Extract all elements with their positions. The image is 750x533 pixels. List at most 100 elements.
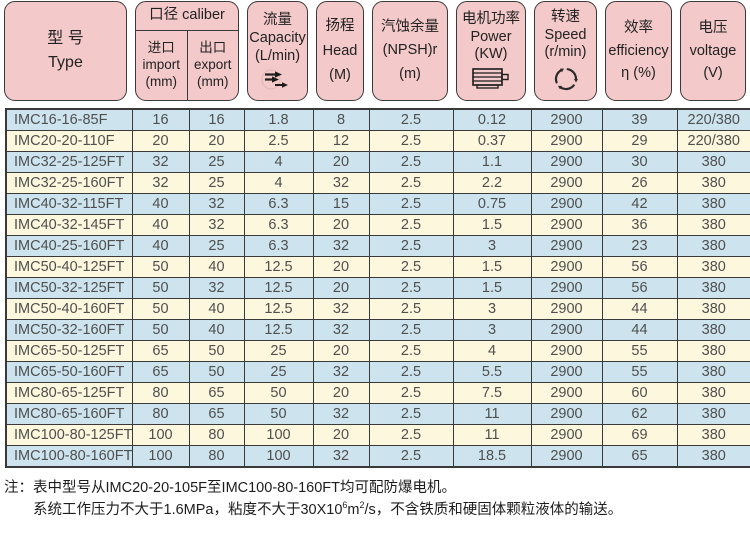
value-cell: 18.5	[452, 445, 532, 468]
value-cell: 2900	[530, 424, 603, 446]
header-caliber: 口径 caliber 进口 import (mm) 出口 export (mm)	[135, 1, 239, 101]
value-cell: 12.5	[243, 256, 314, 278]
header-speed-unit: (r/min)	[544, 44, 587, 61]
value-cell: 2.5	[368, 424, 454, 446]
value-cell: 1.5	[452, 214, 532, 236]
value-cell: 15	[312, 193, 370, 215]
value-cell: 2.5	[368, 108, 454, 131]
header-type-en: Type	[48, 54, 83, 71]
caliber-import-en: import	[142, 57, 180, 73]
type-cell: IMC65-50-125FT	[5, 340, 133, 362]
value-cell: 32	[312, 235, 370, 257]
value-cell: 2.5	[368, 340, 454, 362]
value-cell: 100	[243, 445, 314, 468]
header-voltage: 电压 voltage (V)	[680, 1, 746, 101]
value-cell: 25	[243, 340, 314, 362]
header-type-zh: 型 号	[47, 30, 84, 47]
spec-table: IMC16-16-85F 16 16 1.8 8 2.5 0.12 2900 39 220/380…	[5, 108, 750, 468]
header-caliber-export: 出口 export (mm)	[188, 31, 239, 100]
header-capacity-en: Capacity	[249, 30, 306, 47]
table-row: IMC50-32-125FT 50 32 12.5 20 2.5 1.5 2900 56 380	[5, 277, 750, 299]
value-cell: 100	[131, 424, 190, 446]
header-head-unit: (M)	[329, 67, 351, 84]
table-row: IMC65-50-125FT 65 50 25 20 2.5 4 2900 55 380	[5, 340, 750, 362]
value-cell: 20	[312, 340, 370, 362]
value-cell: 25	[188, 235, 245, 257]
header-efficiency-zh: 效率	[624, 20, 653, 37]
type-cell: IMC65-50-160FT	[5, 361, 133, 383]
header-speed-en: Speed	[544, 26, 587, 43]
value-cell: 65	[188, 382, 245, 404]
value-cell: 2.5	[368, 235, 454, 257]
value-cell: 50	[188, 361, 245, 383]
value-cell: 80	[131, 382, 190, 404]
type-cell: IMC100-80-125FT	[5, 424, 133, 446]
header-npsh-unit: (m)	[399, 65, 421, 82]
value-cell: 40	[131, 214, 190, 236]
value-cell: 12.5	[243, 277, 314, 299]
value-cell: 40	[188, 298, 245, 320]
type-cell: IMC16-16-85F	[5, 108, 133, 131]
value-cell: 380	[676, 445, 750, 468]
value-cell: 32	[188, 214, 245, 236]
value-cell: 380	[676, 319, 750, 341]
value-cell: 2.2	[452, 172, 532, 194]
value-cell: 2900	[530, 130, 603, 152]
value-cell: 25	[188, 151, 245, 173]
value-cell: 30	[601, 151, 678, 173]
value-cell: 8	[312, 108, 370, 131]
caliber-import-zh: 进口	[147, 40, 175, 56]
value-cell: 6.3	[243, 214, 314, 236]
header-caliber-import: 进口 import (mm)	[136, 31, 188, 100]
caliber-export-zh: 出口	[199, 40, 227, 56]
value-cell: 20	[131, 130, 190, 152]
type-cell: IMC32-25-125FT	[5, 151, 133, 173]
header-power-zh: 电机功率	[462, 10, 520, 27]
header-voltage-en: voltage	[689, 42, 737, 59]
footnote-text-1: 表中型号从IMC20-20-105F至IMC100-80-160FT均可配防爆电…	[33, 480, 457, 496]
value-cell: 2900	[530, 235, 603, 257]
value-cell: 0.12	[452, 108, 532, 131]
type-cell: IMC80-65-125FT	[5, 382, 133, 404]
value-cell: 11	[452, 403, 532, 425]
value-cell: 380	[676, 382, 750, 404]
header-efficiency-en: efficiency	[608, 42, 669, 59]
value-cell: 380	[676, 256, 750, 278]
header-power-en: Power	[470, 28, 512, 45]
value-cell: 32	[312, 403, 370, 425]
value-cell: 3	[452, 298, 532, 320]
header-head-en: Head	[322, 42, 358, 59]
header-npsh-zh: 汽蚀余量	[381, 19, 439, 36]
table-row: IMC50-40-125FT 50 40 12.5 20 2.5 1.5 2900 56 380	[5, 256, 750, 278]
value-cell: 3	[452, 235, 532, 257]
value-cell: 2900	[530, 151, 603, 173]
header-head-zh: 扬程	[325, 18, 355, 35]
value-cell: 20	[188, 130, 245, 152]
value-cell: 12.5	[243, 319, 314, 341]
value-cell: 16	[131, 108, 190, 131]
value-cell: 80	[188, 445, 245, 468]
value-cell: 2.5	[368, 382, 454, 404]
motor-icon	[472, 68, 509, 90]
value-cell: 1.5	[452, 277, 532, 299]
type-cell: IMC40-32-145FT	[5, 214, 133, 236]
footnote-text-2b: m	[347, 501, 360, 518]
value-cell: 2900	[530, 108, 603, 131]
value-cell: 380	[676, 193, 750, 215]
type-cell: IMC80-65-160FT	[5, 403, 133, 425]
value-cell: 55	[601, 340, 678, 362]
value-cell: 1.5	[452, 256, 532, 278]
spec-table-body: IMC16-16-85F 16 16 1.8 8 2.5 0.12 2900 39 220/380…	[5, 108, 750, 468]
value-cell: 380	[676, 403, 750, 425]
header-power-unit: (KW)	[474, 46, 508, 63]
header-type: 型 号 Type	[4, 1, 127, 101]
table-row: IMC40-32-145FT 40 32 6.3 20 2.5 1.5 2900 36 380	[5, 214, 750, 236]
type-cell: IMC50-32-160FT	[5, 319, 133, 341]
value-cell: 2.5	[368, 193, 454, 215]
header-capacity-unit: (L/min)	[254, 47, 301, 64]
rotation-icon	[554, 68, 578, 91]
value-cell: 50	[131, 277, 190, 299]
value-cell: 50	[131, 319, 190, 341]
type-cell: IMC50-40-160FT	[5, 298, 133, 320]
value-cell: 65	[188, 403, 245, 425]
